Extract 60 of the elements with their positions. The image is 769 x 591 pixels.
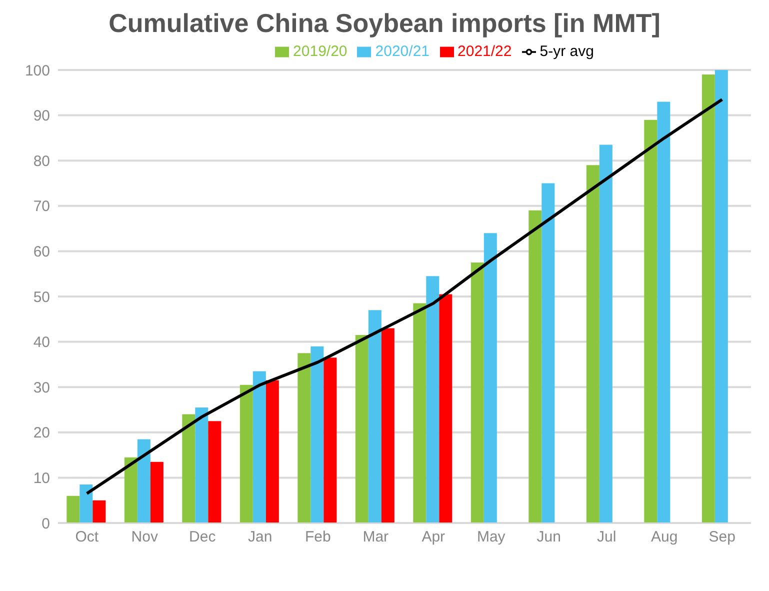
bar: [310, 346, 324, 523]
bar: [240, 384, 253, 523]
y-tick-label: 40: [33, 334, 50, 352]
x-tick-label: Nov: [131, 528, 158, 546]
bar: [137, 439, 150, 523]
y-tick-label: 0: [42, 515, 50, 532]
bar: [66, 496, 80, 523]
bar: [413, 303, 426, 523]
bar: [298, 353, 311, 523]
y-tick-label: 60: [33, 244, 50, 261]
bar: [368, 310, 382, 523]
chart-title: Cumulative China Soybean imports [in MMT]: [108, 8, 662, 39]
bar: [542, 183, 555, 523]
bar: [195, 407, 208, 523]
bar: [599, 144, 612, 523]
legend-label: 5-yr avg: [540, 43, 594, 60]
bar: [150, 462, 164, 523]
x-tick-label: Oct: [75, 528, 100, 546]
bar: [381, 328, 394, 523]
bar: [182, 414, 196, 523]
x-tick-label: Sep: [708, 528, 736, 546]
x-tick-label: Mar: [362, 528, 389, 546]
bar: [657, 102, 670, 523]
bar: [80, 484, 93, 523]
y-tick-label: 80: [33, 152, 50, 170]
y-tick-label: 30: [33, 379, 50, 396]
x-tick-label: Feb: [304, 528, 331, 546]
x-tick-label: Jan: [248, 528, 272, 546]
bar: [426, 276, 440, 523]
bar: [484, 233, 497, 523]
bar: [644, 120, 658, 523]
legend-label: 2020/21: [375, 43, 430, 60]
bar: [470, 262, 484, 523]
bar: [528, 210, 542, 523]
x-tick-label: Jun: [536, 528, 561, 546]
x-tick-label: May: [476, 528, 506, 546]
bar: [714, 70, 728, 523]
y-tick-label: 50: [33, 288, 50, 306]
line-series: [85, 98, 724, 496]
bar: [252, 371, 266, 523]
bar: [124, 457, 138, 523]
x-tick-label: Aug: [651, 528, 678, 546]
y-tick-label: 70: [33, 198, 50, 216]
y-tick-label: 90: [33, 108, 50, 125]
y-tick-label: 10: [33, 470, 50, 488]
bar: [324, 358, 337, 523]
bar: [208, 421, 222, 523]
legend-label: 2019/20: [293, 43, 348, 60]
bar: [355, 335, 368, 523]
bar: [92, 500, 106, 523]
y-tick-label: 20: [33, 424, 50, 442]
bar: [586, 165, 600, 523]
x-tick-label: Apr: [422, 528, 446, 546]
legend-label: 2021/22: [458, 43, 512, 60]
x-tick-label: Dec: [189, 528, 216, 546]
bar: [439, 294, 452, 523]
bar: [702, 74, 715, 523]
x-tick-label: Jul: [597, 528, 616, 546]
y-tick-label: 100: [24, 62, 50, 80]
bar: [266, 380, 279, 523]
